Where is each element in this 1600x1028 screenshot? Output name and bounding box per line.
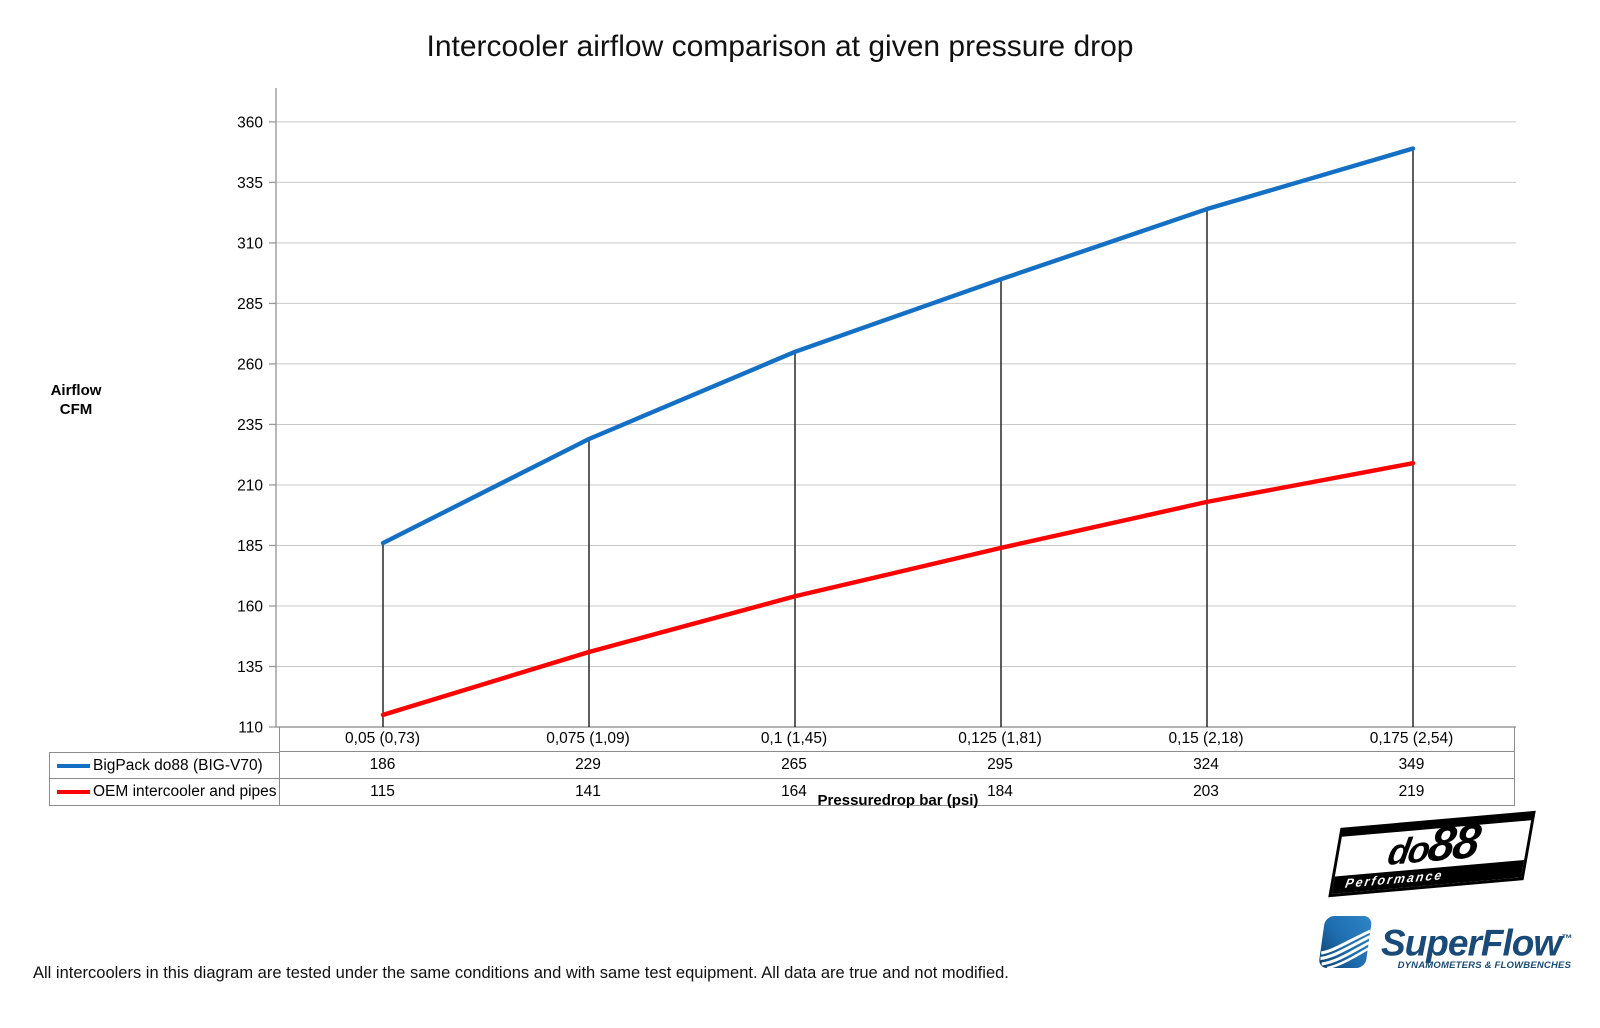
y-axis-tick-label: 260 — [237, 356, 263, 373]
legend-line-swatch — [57, 763, 90, 768]
trademark-symbol: ™ — [1561, 933, 1572, 945]
x-axis-category-label: 0,075 (1,09) — [485, 727, 691, 752]
footer-disclaimer: All intercoolers in this diagram are tes… — [33, 964, 1009, 982]
y-axis-tick-label: 160 — [237, 598, 263, 615]
data-table: 0,05 (0,73) 0,075 (1,09) 0,1 (1,45) 0,125 (… — [49, 727, 1516, 806]
table-value-cell: 349 — [1309, 752, 1515, 779]
table-series-row: OEM intercooler and pipes 115 141 164 184 203… — [49, 779, 1516, 806]
table-value-cell: 295 — [897, 752, 1103, 779]
table-value-cell: 141 — [485, 779, 691, 806]
superflow-tagline: DYNAMOMETERS & FLOWBENCHES — [1397, 960, 1572, 972]
superflow-wave-icon — [1319, 916, 1372, 970]
line-chart-plot-area: 110 135 160 185 210 235 260 285 310 335 360 — [237, 88, 1516, 737]
y-axis-tick-label: 360 — [237, 114, 263, 131]
table-corner-cell — [49, 727, 279, 752]
y-axis-tick-label: 335 — [237, 175, 263, 192]
table-value-cell: 324 — [1103, 752, 1309, 779]
table-series-row: BigPack do88 (BIG-V70) 186 229 265 295 324 349 — [49, 752, 1516, 779]
x-axis-category-label: 0,175 (2,54) — [1309, 727, 1515, 752]
x-axis-category-label: 0,1 (1,45) — [691, 727, 897, 752]
y-axis-tick-label: 185 — [237, 538, 263, 555]
y-axis-tick-label: 210 — [237, 477, 263, 494]
superflow-logo: SuperFlow™ DYNAMOMETERS & FLOWBENCHES — [1316, 912, 1572, 974]
table-value-cell: 265 — [691, 752, 897, 779]
y-axis-tick-label: 285 — [237, 296, 263, 313]
table-value-cell: 186 — [279, 752, 485, 779]
y-axis-tick-label: 110 — [238, 720, 263, 737]
y-axis-label: Airflow CFM — [50, 382, 102, 418]
table-value-cell: 203 — [1103, 779, 1309, 806]
legend-cell: OEM intercooler and pipes — [49, 779, 279, 806]
table-value-cell: 229 — [485, 752, 691, 779]
table-value-cell: 115 — [279, 779, 485, 806]
y-axis-tick-label: 310 — [237, 235, 263, 252]
x-axis-category-label: 0,125 (1,81) — [897, 727, 1103, 752]
legend-series-name: BigPack do88 (BIG-V70) — [93, 756, 263, 774]
table-value-cell: 219 — [1309, 779, 1515, 806]
x-axis-label: Pressuredrop bar (psi) — [817, 792, 979, 809]
series-line — [380, 460, 1416, 718]
y-axis-tick-label: 135 — [237, 659, 263, 676]
do88-logo: do88 Performance — [1328, 810, 1536, 898]
legend-series-name: OEM intercooler and pipes — [93, 783, 277, 800]
superflow-logo-text: SuperFlow™ DYNAMOMETERS & FLOWBENCHES — [1381, 920, 1572, 972]
legend-line-swatch — [57, 790, 90, 794]
y-axis-tick-label: 235 — [237, 417, 263, 434]
x-axis-category-label: 0,05 (0,73) — [279, 727, 485, 752]
table-value-cell: 184 — [897, 779, 1103, 806]
series-line — [380, 146, 1416, 546]
table-value-cell: 164 — [691, 779, 897, 806]
legend-cell: BigPack do88 (BIG-V70) — [49, 752, 279, 779]
x-axis-category-label: 0,15 (2,18) — [1103, 727, 1309, 752]
superflow-wordmark: SuperFlow™ — [1381, 922, 1572, 964]
chart-title: Intercooler airflow comparison at given … — [426, 30, 1134, 63]
axis-labels-row: 0,05 (0,73) 0,075 (1,09) 0,1 (1,45) 0,125 (… — [49, 727, 1516, 752]
